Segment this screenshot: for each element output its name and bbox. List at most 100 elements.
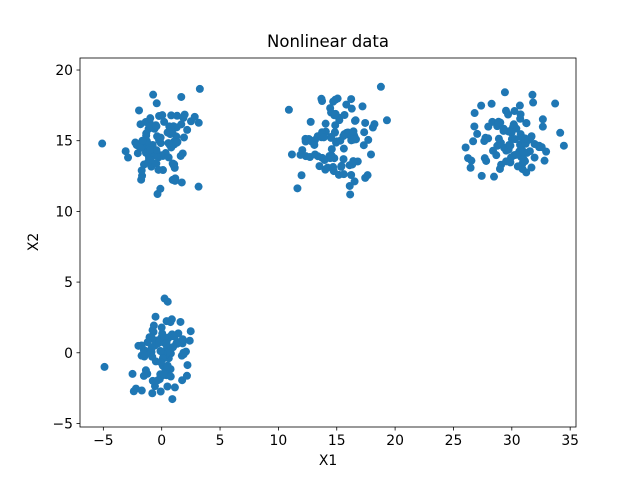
scatter-point	[461, 143, 470, 152]
y-tick-label: 10	[55, 204, 73, 220]
scatter-point	[156, 133, 165, 142]
scatter-point	[530, 153, 539, 162]
scatter-point	[470, 122, 479, 131]
scatter-point	[315, 162, 324, 171]
scatter-point	[151, 121, 160, 130]
scatter-point	[121, 147, 130, 156]
scatter-point	[164, 139, 173, 148]
scatter-point	[131, 384, 140, 393]
scatter-point	[330, 111, 339, 120]
scatter-point	[173, 111, 182, 120]
scatter-point	[320, 156, 329, 164]
scatter-point	[467, 156, 476, 165]
scatter-point	[346, 190, 355, 199]
scatter-point	[363, 171, 372, 180]
scatter-point	[327, 145, 336, 154]
scatter-point	[287, 150, 296, 159]
scatter-point	[139, 350, 148, 359]
scatter-point	[156, 347, 165, 356]
scatter-point	[336, 136, 345, 145]
scatter-point	[333, 94, 342, 103]
scatter-point	[183, 125, 192, 134]
x-tick-label: 35	[561, 433, 579, 449]
scatter-point	[319, 133, 328, 142]
x-tick-label: 15	[328, 433, 346, 449]
scatter-point	[516, 110, 525, 119]
y-tick-label: 15	[55, 134, 73, 150]
scatter-point	[351, 116, 360, 125]
scatter-point	[556, 128, 565, 137]
scatter-point	[340, 110, 349, 119]
scatter-point	[477, 101, 486, 110]
scatter-point	[347, 95, 356, 104]
scatter-point	[166, 130, 175, 139]
scatter-point	[509, 120, 518, 129]
scatter-point	[321, 165, 330, 174]
scatter-point	[179, 133, 188, 142]
scatter-point-outlier	[100, 362, 109, 371]
scatter-point	[167, 111, 176, 120]
scatter-point	[499, 126, 508, 135]
scatter-point	[149, 90, 158, 99]
scatter-point	[494, 118, 503, 127]
scatter-point	[529, 98, 538, 107]
scatter-point	[482, 156, 491, 165]
scatter-point	[163, 362, 172, 371]
scatter-point	[522, 118, 531, 127]
scatter-point	[157, 323, 166, 332]
scatter-point	[559, 141, 568, 150]
scatter-point	[519, 148, 528, 157]
scatter-point	[169, 343, 178, 352]
scatter-point	[137, 166, 146, 175]
scatter-point	[515, 101, 524, 110]
axes-spines	[79, 57, 577, 428]
scatter-point	[339, 155, 348, 164]
scatter-point	[511, 135, 520, 144]
scatter-point	[185, 336, 194, 345]
scatter-point	[171, 176, 180, 185]
scatter-point	[473, 129, 482, 138]
scatter-point	[194, 182, 203, 191]
y-axis-label: X2	[26, 233, 42, 251]
scatter-point	[367, 150, 375, 159]
scatter-point	[163, 297, 172, 306]
scatter-point	[176, 151, 185, 160]
y-tick-label: 20	[55, 63, 73, 79]
scatter-point	[194, 118, 203, 127]
x-tick-label: 5	[216, 433, 225, 449]
scatter-point	[321, 119, 330, 128]
scatter-point	[500, 88, 509, 97]
scatter-point	[162, 339, 171, 348]
x-tick-label: 30	[503, 433, 521, 449]
scatter-point	[349, 127, 358, 136]
scatter-point	[361, 118, 370, 127]
scatter-point	[358, 102, 367, 111]
scatter-point	[506, 141, 515, 150]
scatter-point	[158, 111, 167, 120]
scatter-point	[160, 333, 169, 342]
scatter-point	[551, 99, 560, 108]
scatter-point	[359, 141, 368, 150]
scatter-point	[364, 135, 373, 144]
scatter-point	[178, 335, 187, 344]
scatter-point	[327, 152, 336, 161]
scatter-point	[489, 146, 498, 155]
scatter-point	[349, 135, 358, 144]
scatter-point	[195, 84, 204, 93]
scatter-point	[138, 136, 147, 145]
scatter-point	[166, 372, 175, 381]
scatter-point	[152, 99, 161, 108]
x-tick-label: 25	[445, 433, 463, 449]
scatter-point	[156, 358, 165, 367]
scatter-point	[527, 163, 536, 172]
scatter-point	[136, 120, 145, 129]
scatter-point	[376, 82, 385, 91]
scatter-point	[143, 338, 152, 347]
scatter-point	[530, 139, 539, 148]
scatter-point	[293, 184, 302, 193]
scatter-point	[337, 162, 346, 171]
scatter-point	[538, 115, 547, 124]
scatter-point	[466, 163, 475, 172]
scatter-point	[137, 341, 146, 350]
scatter-point	[528, 90, 537, 99]
